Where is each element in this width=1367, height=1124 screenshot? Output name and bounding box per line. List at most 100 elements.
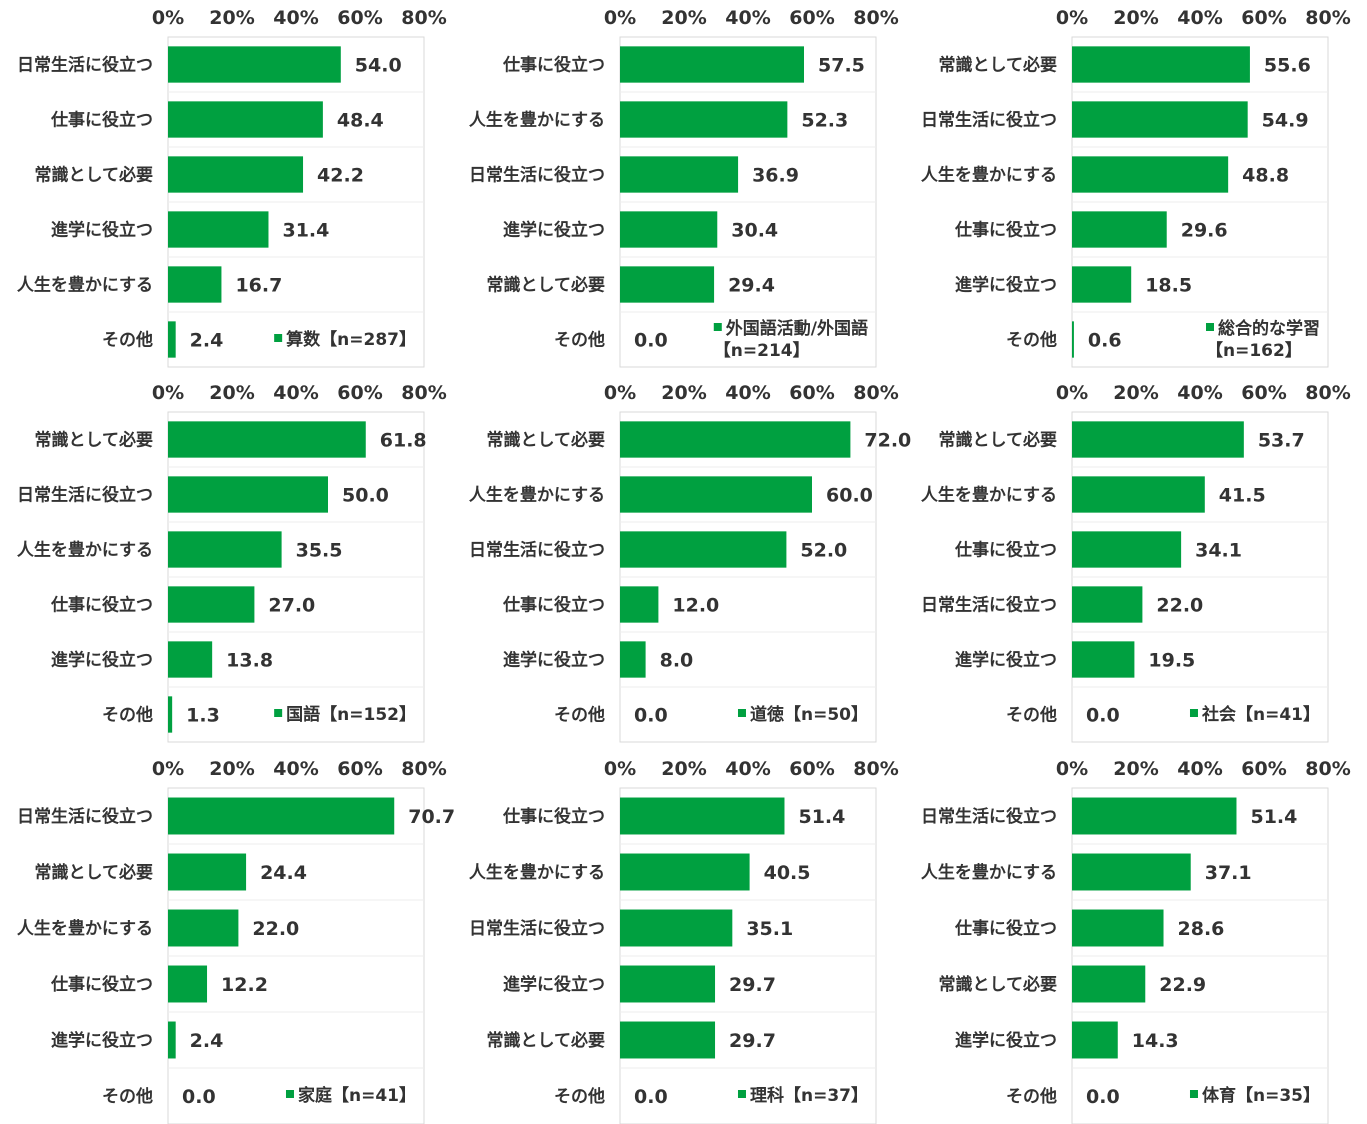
value-label: 54.0	[355, 55, 402, 77]
legend: 家庭【n=41】	[285, 1085, 416, 1107]
value-label: 12.2	[221, 974, 268, 996]
bar	[620, 641, 646, 678]
bar	[168, 101, 323, 138]
value-label: 14.3	[1132, 1030, 1179, 1052]
legend-swatch	[274, 708, 283, 717]
bar	[1072, 421, 1244, 458]
bar	[168, 531, 282, 568]
bar	[1072, 1021, 1118, 1059]
category-label: 仕事に役立つ	[954, 540, 1057, 561]
value-label: 13.8	[226, 650, 273, 672]
bar	[168, 1021, 176, 1059]
legend-label: 総合的な学習	[1218, 318, 1320, 339]
legend-swatch	[1189, 1090, 1198, 1098]
legend-label: 理科【n=37】	[749, 1086, 868, 1106]
value-label: 2.4	[190, 1030, 224, 1052]
x-tick-label: 20%	[209, 382, 254, 404]
bar	[1072, 909, 1164, 947]
category-label: 人生を豊かにする	[469, 485, 605, 506]
value-label: 50.0	[342, 485, 389, 507]
x-tick-label: 20%	[661, 758, 706, 780]
bar	[168, 586, 255, 623]
value-label: 0.0	[634, 1086, 668, 1108]
x-tick-label: 40%	[273, 382, 318, 404]
bar	[168, 696, 173, 733]
value-label: 22.0	[252, 918, 299, 940]
x-tick-label: 20%	[1113, 382, 1158, 404]
x-tick-label: 60%	[1241, 382, 1286, 404]
value-label: 28.6	[1178, 918, 1225, 940]
bar	[620, 156, 739, 193]
x-tick-label: 60%	[337, 758, 382, 780]
x-tick-label: 20%	[661, 7, 706, 29]
bar	[168, 476, 328, 513]
category-label: 進学に役立つ	[503, 220, 605, 241]
category-label: 常識として必要	[35, 165, 154, 186]
bar	[620, 266, 715, 303]
x-tick-label: 40%	[1177, 7, 1222, 29]
x-tick-label: 20%	[1113, 7, 1158, 29]
value-label: 55.6	[1264, 55, 1311, 77]
x-tick-label: 40%	[1177, 382, 1222, 404]
legend-swatch	[1206, 322, 1214, 331]
value-label: 2.4	[190, 330, 224, 352]
x-tick-label: 40%	[725, 7, 770, 29]
category-label: その他	[554, 330, 605, 351]
category-label: その他	[1006, 330, 1057, 351]
value-label: 61.8	[380, 430, 427, 452]
value-label: 29.7	[729, 974, 776, 996]
value-label: 53.7	[1258, 430, 1305, 452]
legend: 外国語活動/外国語 【n=214】	[713, 318, 868, 362]
legend-label: 体育【n=35】	[1201, 1086, 1320, 1106]
category-label: 日常生活に役立つ	[469, 165, 605, 186]
legend-swatch	[713, 322, 722, 331]
x-tick-label: 40%	[273, 7, 318, 29]
category-label: その他	[1006, 705, 1057, 726]
value-label: 22.0	[1156, 595, 1203, 617]
legend: 理科【n=37】	[737, 1085, 868, 1107]
value-label: 29.7	[729, 1030, 776, 1052]
category-label: 進学に役立つ	[51, 1030, 153, 1051]
bar	[168, 853, 247, 891]
category-label: 人生を豊かにする	[17, 918, 153, 939]
x-tick-label: 0%	[152, 382, 184, 404]
value-label: 52.0	[800, 540, 847, 562]
value-label: 30.4	[731, 220, 778, 242]
bar	[620, 476, 812, 513]
category-label: 常識として必要	[939, 974, 1058, 995]
category-label: 日常生活に役立つ	[469, 540, 605, 561]
value-label: 16.7	[235, 275, 282, 297]
bar	[168, 211, 269, 248]
value-label: 40.5	[764, 862, 811, 884]
x-tick-label: 0%	[604, 758, 636, 780]
bar	[620, 853, 750, 891]
value-label: 72.0	[864, 430, 911, 452]
legend-label: 国語【n=152】	[286, 704, 416, 725]
x-tick-label: 0%	[1056, 758, 1088, 780]
x-tick-label: 80%	[853, 758, 898, 780]
bar	[1072, 101, 1248, 138]
category-label: 常識として必要	[35, 430, 154, 451]
category-label: 仕事に役立つ	[50, 595, 153, 616]
bar	[620, 909, 733, 947]
x-tick-label: 20%	[1113, 758, 1158, 780]
bar	[620, 1021, 716, 1059]
category-label: 仕事に役立つ	[502, 55, 605, 76]
category-label: 仕事に役立つ	[50, 110, 153, 131]
x-tick-label: 0%	[604, 7, 636, 29]
value-label: 27.0	[268, 595, 315, 617]
bar	[168, 797, 395, 835]
x-tick-label: 40%	[725, 758, 770, 780]
x-tick-label: 80%	[1305, 382, 1350, 404]
x-tick-label: 80%	[853, 7, 898, 29]
x-tick-label: 40%	[725, 382, 770, 404]
bar	[168, 965, 208, 1003]
category-label: その他	[102, 1086, 153, 1107]
category-label: 常識として必要	[487, 430, 606, 451]
value-label: 0.6	[1088, 330, 1122, 352]
